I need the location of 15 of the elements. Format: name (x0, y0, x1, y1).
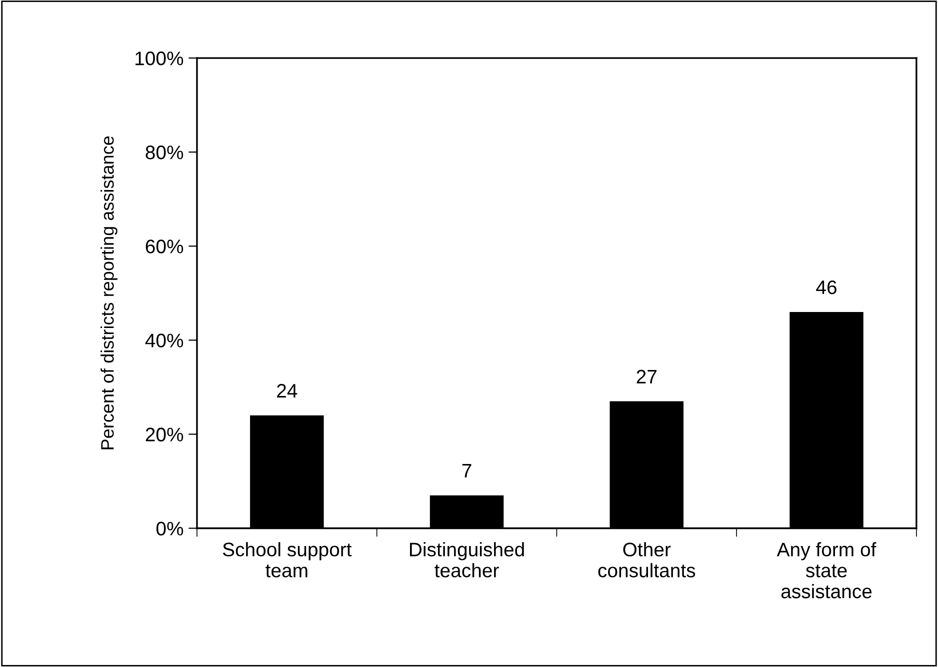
y-tick-label: 0% (156, 522, 184, 536)
data-label: 46 (816, 280, 836, 294)
x-tick-label: Distinguished teacher (410, 542, 524, 578)
x-tick-label: Any form of state assistance (776, 542, 876, 598)
data-label: 7 (462, 464, 472, 478)
y-tick-label: 40% (145, 334, 184, 348)
y-tick-label: 60% (146, 240, 184, 254)
y-tick-label: 20% (146, 428, 184, 442)
x-tick-label: Other consultants (598, 542, 696, 578)
data-label: 24 (277, 384, 298, 398)
y-tick-label: 80% (146, 146, 184, 160)
y-tick-label: 100% (136, 51, 184, 66)
x-tick-label: School support team (222, 542, 352, 578)
data-label: 27 (636, 370, 656, 384)
y-axis-title: Percent of districts reporting assistance (100, 136, 118, 450)
